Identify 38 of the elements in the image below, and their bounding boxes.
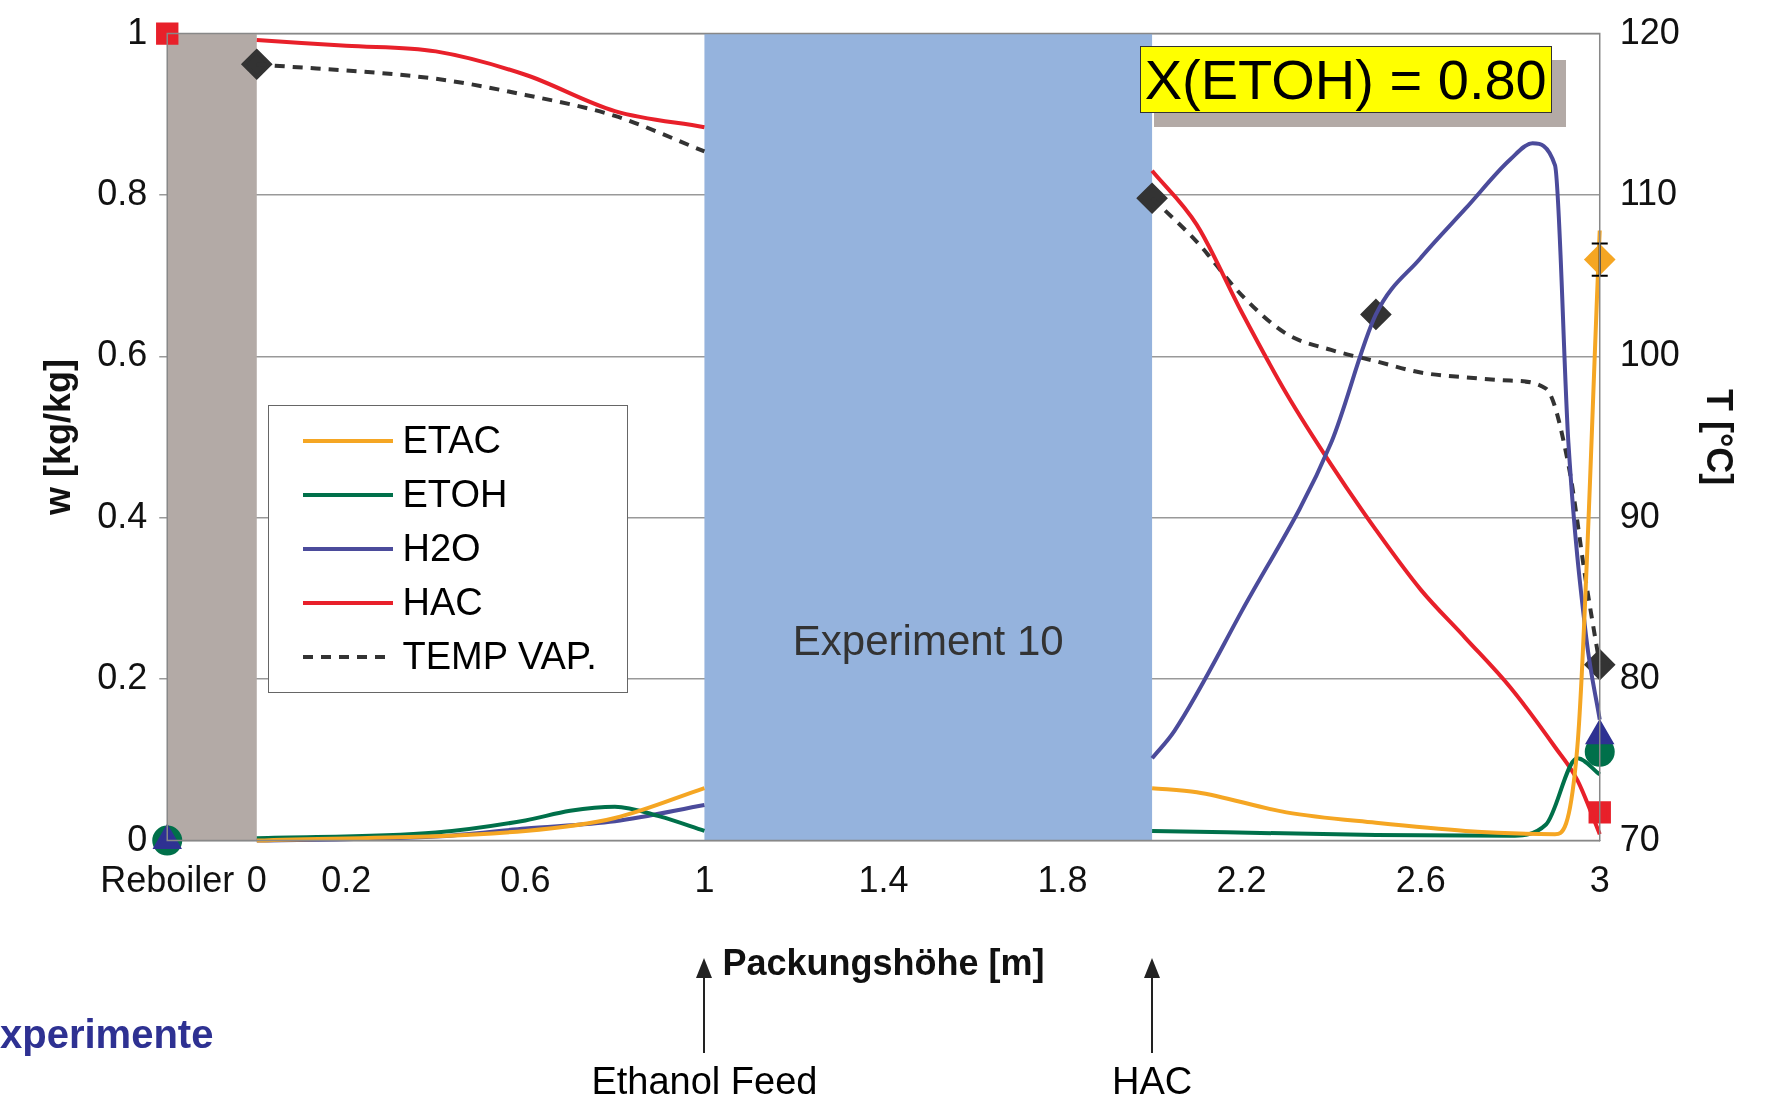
y-axis-title: w [kg/kg] — [36, 359, 78, 517]
y-tick-label: 0.8 — [97, 171, 148, 213]
x-tick-label: 1.8 — [1037, 859, 1088, 901]
x-tick-label: 0 — [246, 859, 267, 901]
point — [1137, 183, 1168, 214]
text: xperimente — [0, 1012, 214, 1057]
y-tick-label: 0 — [127, 817, 148, 859]
point — [156, 22, 179, 45]
x-axis-title: Packungshöhe [m] — [722, 942, 1045, 984]
x-tick-label: 2.2 — [1216, 859, 1267, 901]
point — [241, 49, 272, 80]
legend-label: H2O — [402, 527, 481, 571]
x-tick-label: 0.6 — [500, 859, 551, 901]
y-tick-label: 0.2 — [97, 656, 148, 698]
y2-tick-label: 80 — [1619, 656, 1660, 698]
y2-tick-label: 100 — [1619, 333, 1680, 375]
x-tick-label: 2.6 — [1395, 859, 1446, 901]
legend-label: ETOH — [402, 473, 508, 517]
legend-label: HAC — [402, 581, 483, 625]
y-tick-label: 0.6 — [97, 333, 148, 375]
text: HAC — [1112, 1060, 1193, 1103]
y2-tick-label: 90 — [1619, 494, 1660, 536]
annotation: X(ETOH) = 0.80 — [1139, 45, 1552, 113]
x-tick-label: 3 — [1589, 859, 1610, 901]
y2-tick-label: 120 — [1619, 10, 1680, 52]
text: Ethanol Feed — [591, 1060, 818, 1103]
y-tick-label: 0.4 — [97, 494, 148, 536]
y2-tick-label: 70 — [1619, 817, 1660, 859]
x-tick-label: 0.2 — [321, 859, 372, 901]
y-tick-label: 1 — [127, 10, 148, 52]
legend-label: TEMP VAP. — [402, 635, 597, 679]
x-tick-label: 1 — [694, 859, 715, 901]
band-label: Experiment 10 — [792, 616, 1064, 664]
x-tick-label: Reboiler — [100, 859, 235, 901]
y2-tick-label: 110 — [1619, 171, 1678, 213]
x-tick-label: 1.4 — [858, 859, 909, 901]
y2-axis-title: T [°C] — [1699, 388, 1741, 486]
legend-label: ETAC — [402, 419, 502, 463]
